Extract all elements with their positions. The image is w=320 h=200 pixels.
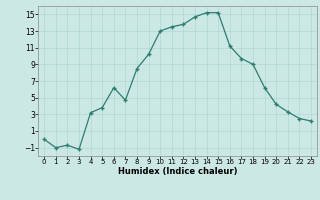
X-axis label: Humidex (Indice chaleur): Humidex (Indice chaleur)	[118, 167, 237, 176]
